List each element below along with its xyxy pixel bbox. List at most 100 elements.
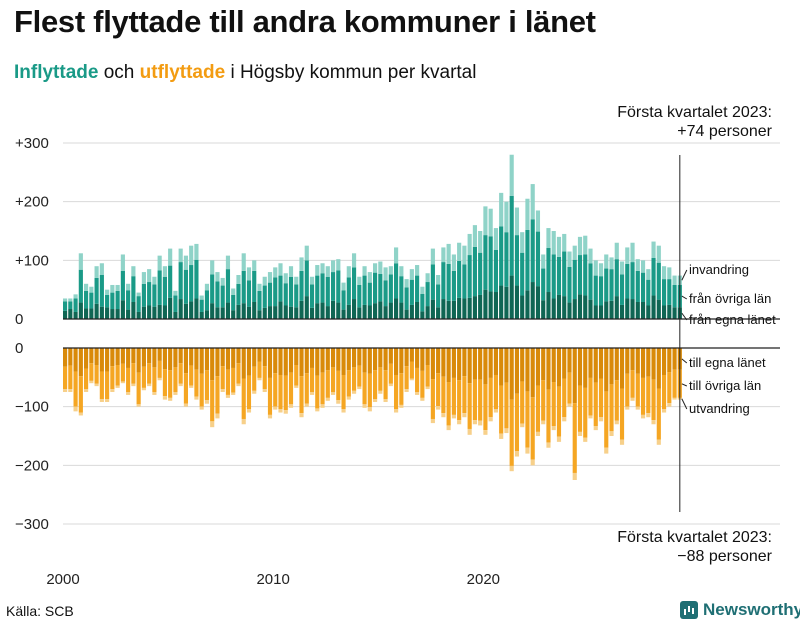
bar-in-invandring: [362, 266, 367, 276]
bar-out-egna-lanet: [577, 348, 583, 386]
bar-in-ovriga-lan: [173, 295, 178, 312]
bar-out-utvandring: [478, 420, 483, 426]
bar-in-ovriga-lan: [640, 272, 646, 302]
bar-out-utvandring: [168, 397, 173, 401]
bar-out-ovriga-lan: [315, 375, 320, 409]
bar-in-ovriga-lan: [141, 283, 146, 307]
bar-out-ovriga-lan: [283, 375, 288, 411]
bar-out-ovriga-lan: [215, 376, 220, 414]
bar-in-egna-lanet: [430, 299, 435, 319]
bar-in-egna-lanet: [472, 296, 477, 319]
bar-in-egna-lanet: [105, 307, 110, 319]
bar-in-ovriga-lan: [330, 272, 336, 301]
bar-out-egna-lanet: [488, 348, 493, 378]
bar-in-invandring: [105, 289, 110, 295]
bar-in-invandring: [252, 260, 257, 271]
bar-in-egna-lanet: [152, 306, 157, 319]
bar-out-ovriga-lan: [430, 379, 435, 419]
bar-in-invandring: [330, 260, 336, 273]
bar-in-egna-lanet: [420, 311, 425, 319]
bar-out-utvandring: [362, 404, 367, 408]
bar-out-utvandring: [462, 413, 467, 418]
bar-out-ovriga-lan: [136, 372, 141, 405]
bar-in-invandring: [373, 263, 378, 273]
bar-in-egna-lanet: [157, 304, 162, 319]
bar-out-egna-lanet: [567, 348, 572, 373]
bar-out-egna-lanet: [394, 348, 399, 375]
bar-out-ovriga-lan: [441, 376, 446, 414]
bar-in-invandring: [462, 245, 467, 265]
bar-out-utvandring: [115, 385, 120, 388]
bar-in-ovriga-lan: [194, 259, 199, 299]
bar-out-ovriga-lan: [241, 378, 246, 419]
bar-in-egna-lanet: [446, 300, 451, 319]
y-tick-label: −300: [15, 516, 49, 533]
bar-out-utvandring: [661, 409, 667, 413]
bar-out-utvandring: [640, 414, 646, 419]
bar-out-egna-lanet: [99, 348, 104, 372]
bar-in-invandring: [199, 295, 204, 300]
bar-out-egna-lanet: [168, 348, 173, 371]
bar-out-ovriga-lan: [357, 365, 362, 387]
bar-out-egna-lanet: [309, 348, 315, 368]
bar-out-egna-lanet: [68, 348, 73, 366]
y-tick-label: +300: [15, 135, 49, 152]
bar-in-invandring: [520, 232, 525, 253]
bar-out-utvandring: [656, 439, 661, 445]
bar-in-egna-lanet: [462, 298, 467, 319]
bar-out-egna-lanet: [520, 348, 525, 382]
bar-in-invandring: [383, 267, 388, 281]
bar-in-invandring: [415, 265, 420, 276]
bar-out-ovriga-lan: [462, 376, 467, 414]
bar-in-ovriga-lan: [147, 282, 152, 306]
bar-out-egna-lanet: [436, 348, 441, 374]
bar-out-utvandring: [89, 380, 94, 384]
bar-out-ovriga-lan: [525, 391, 530, 448]
bar-out-utvandring: [378, 390, 383, 394]
bar-out-utvandring: [588, 415, 593, 419]
bar-in-ovriga-lan: [436, 284, 441, 308]
bar-out-egna-lanet: [630, 348, 635, 371]
bar-out-utvandring: [646, 413, 651, 418]
bar-out-ovriga-lan: [304, 373, 309, 404]
bar-out-egna-lanet: [162, 348, 167, 370]
bar-out-ovriga-lan: [530, 397, 535, 460]
bar-out-ovriga-lan: [541, 380, 546, 421]
bar-out-ovriga-lan: [183, 373, 189, 404]
bar-in-invandring: [257, 283, 262, 291]
bar-out-ovriga-lan: [99, 371, 104, 400]
bar-out-utvandring: [225, 394, 231, 398]
bar-in-invandring: [99, 263, 104, 275]
bar-out-egna-lanet: [651, 348, 656, 380]
bar-out-utvandring: [189, 385, 194, 388]
bar-out-utvandring: [572, 472, 577, 480]
bar-in-egna-lanet: [504, 286, 509, 319]
y-tick-label: +200: [15, 194, 49, 211]
bar-out-ovriga-lan: [504, 382, 509, 429]
bar-in-ovriga-lan: [204, 290, 210, 311]
bar-in-invandring: [535, 210, 541, 232]
callout-top-line1: Första kvartalet 2023:: [617, 104, 772, 121]
bar-in-ovriga-lan: [478, 252, 483, 295]
bar-in-ovriga-lan: [551, 254, 556, 299]
bar-out-egna-lanet: [667, 348, 672, 373]
chart-logo-icon: [680, 601, 698, 619]
bar-out-egna-lanet: [120, 348, 125, 364]
x-tick-label: 2020: [467, 571, 500, 588]
bar-out-ovriga-lan: [583, 387, 588, 438]
bar-out-egna-lanet: [89, 348, 94, 364]
bar-in-invandring: [483, 206, 488, 236]
bar-in-egna-lanet: [299, 300, 304, 319]
bar-out-egna-lanet: [299, 348, 304, 377]
callout-top: Första kvartalet 2023: +74 personer: [512, 103, 772, 141]
bar-in-ovriga-lan: [404, 287, 409, 310]
bar-out-utvandring: [541, 420, 546, 425]
bar-out-egna-lanet: [656, 348, 661, 389]
bar-in-ovriga-lan: [567, 266, 572, 303]
bar-out-utvandring: [493, 409, 499, 413]
bar-in-egna-lanet: [399, 302, 404, 319]
x-tick-label: 2010: [256, 571, 289, 588]
bar-in-invandring: [178, 248, 183, 263]
bar-out-egna-lanet: [194, 348, 199, 370]
bar-out-ovriga-lan: [556, 386, 562, 437]
